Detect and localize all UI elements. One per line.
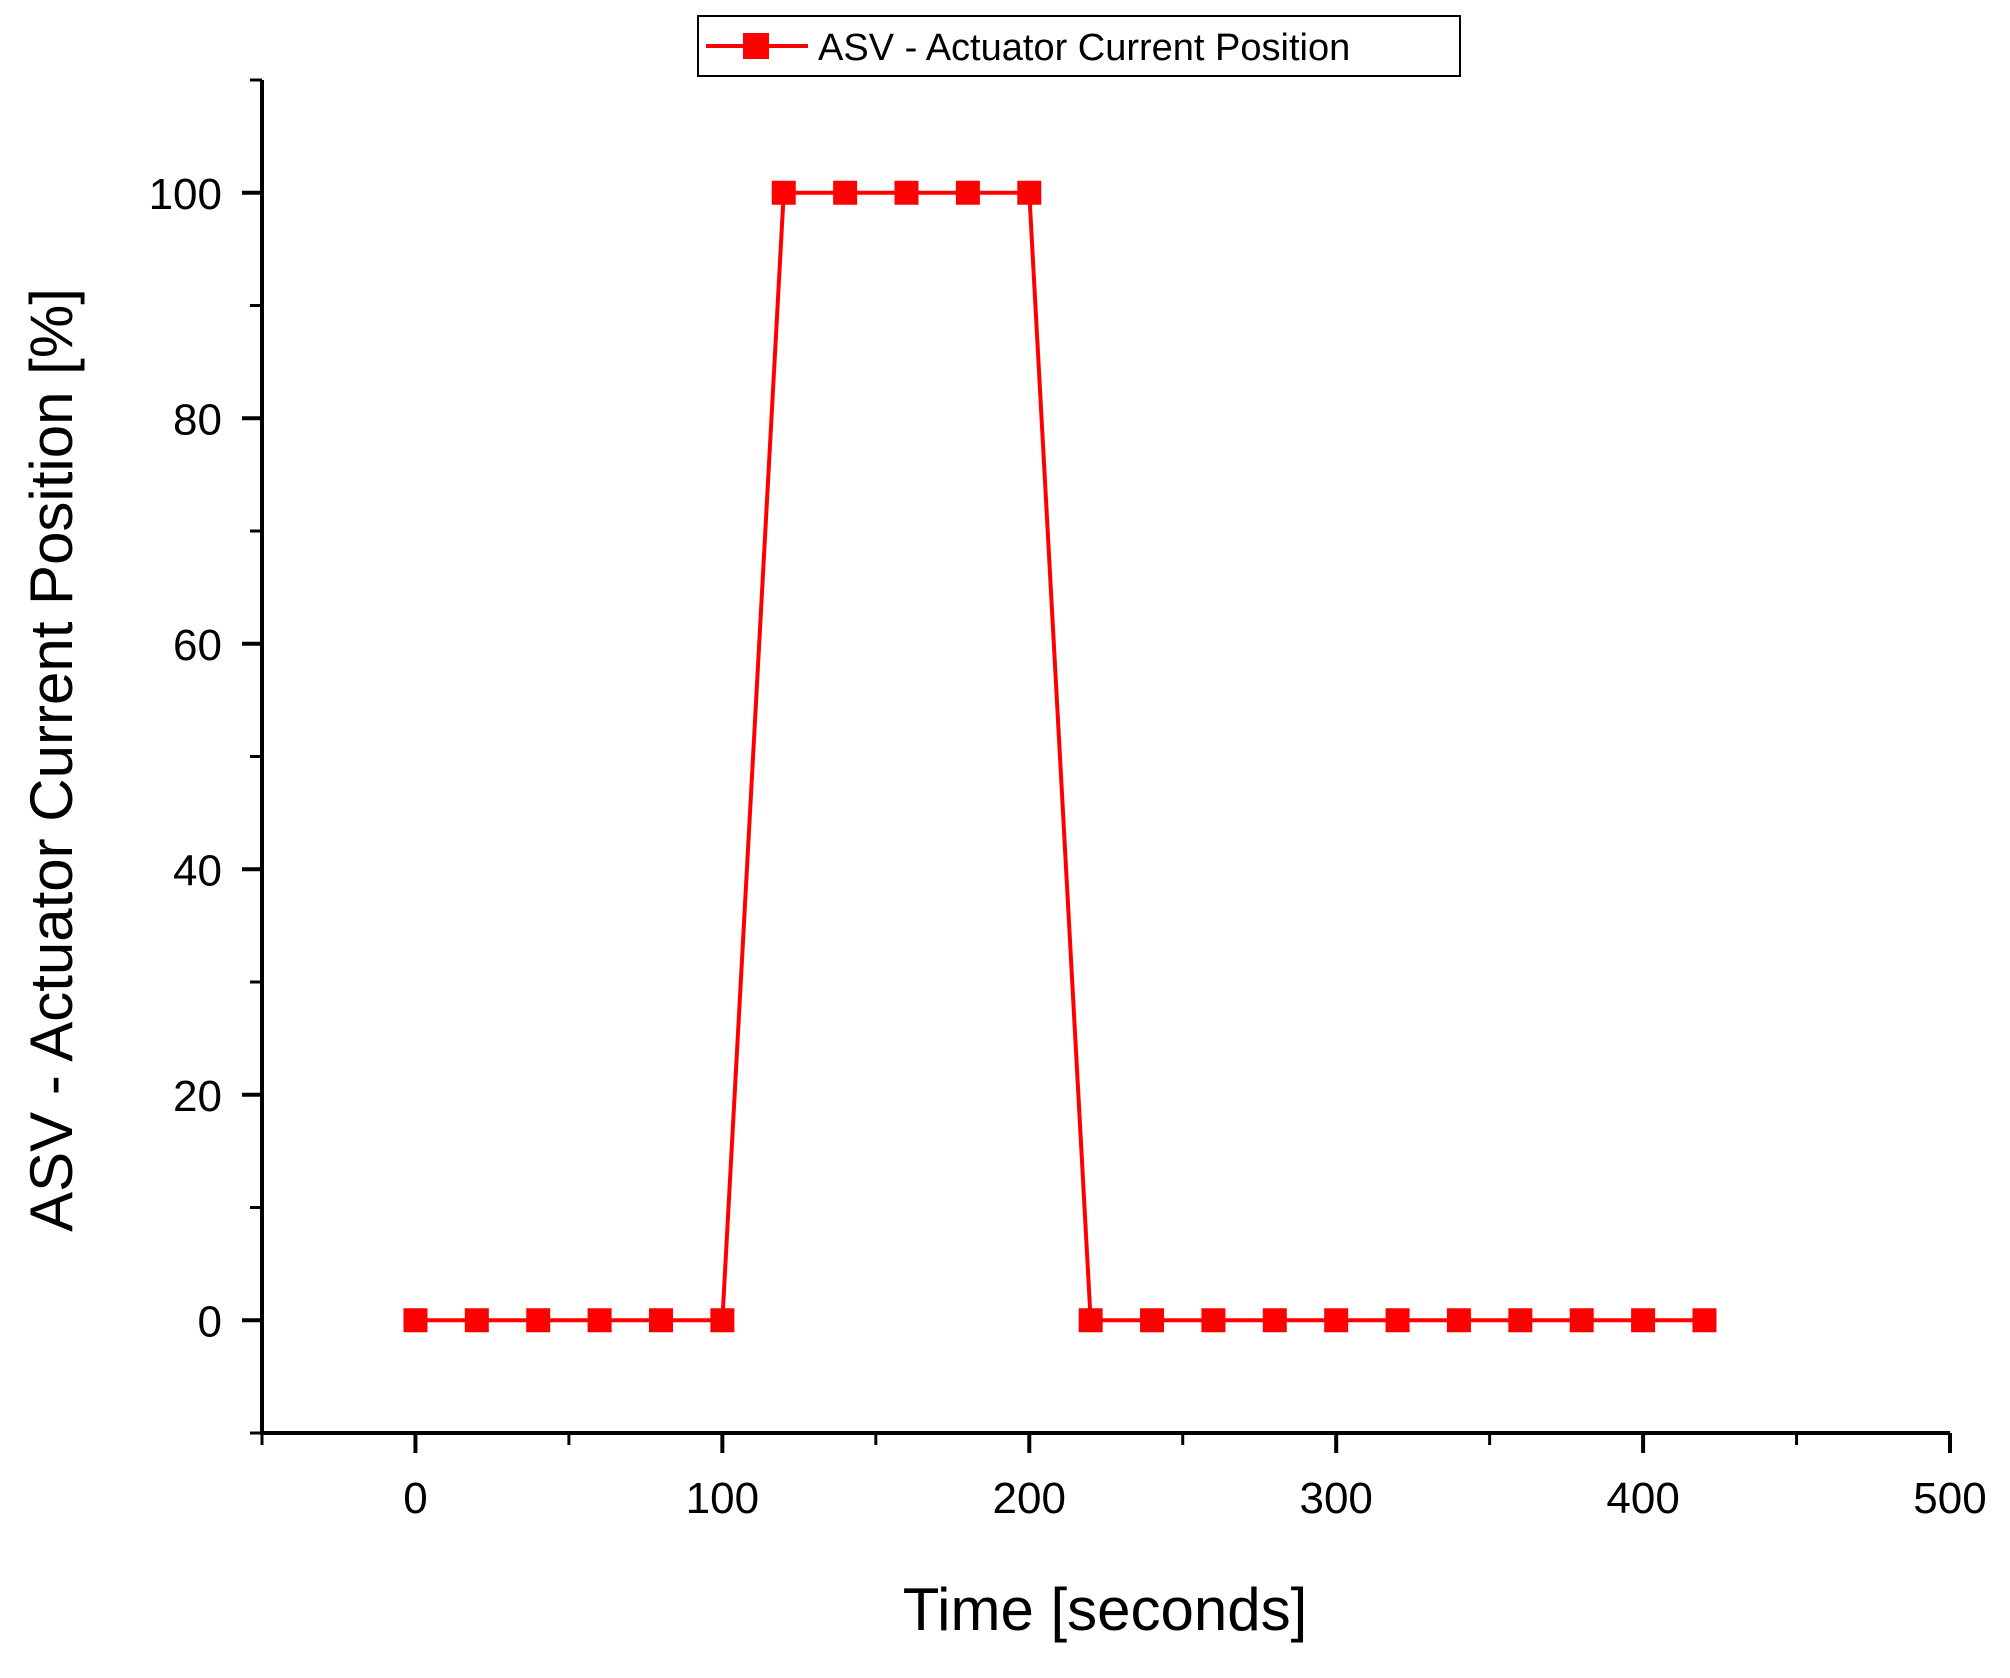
y-tick-label: 80 — [173, 395, 222, 444]
data-point — [1508, 1308, 1533, 1333]
x-tick-label: 500 — [1913, 1474, 1986, 1523]
x-tick-label: 400 — [1606, 1474, 1679, 1523]
data-point — [1692, 1308, 1717, 1333]
data-point — [648, 1308, 673, 1333]
y-axis-title: ASV - Actuator Current Position [%] — [18, 288, 85, 1232]
y-tick-label: 0 — [198, 1297, 222, 1346]
data-point — [1078, 1308, 1103, 1333]
data-point — [955, 180, 980, 205]
legend-label: ASV - Actuator Current Position — [818, 27, 1350, 69]
data-point — [403, 1308, 428, 1333]
legend: ASV - Actuator Current Position — [697, 15, 1461, 77]
data-point — [1201, 1308, 1226, 1333]
y-tick-label: 60 — [173, 621, 222, 670]
data-point — [464, 1308, 489, 1333]
axes: 0 100 200 300 400 500 0 20 40 60 80 100 — [149, 78, 1987, 1523]
series-line — [415, 190, 1705, 1323]
x-tick-label: 0 — [403, 1474, 427, 1523]
y-tick-label: 100 — [149, 170, 222, 219]
data-point — [1385, 1308, 1410, 1333]
x-tick-label: 100 — [686, 1474, 759, 1523]
y-tick-label: 40 — [173, 846, 222, 895]
x-tick-label: 200 — [993, 1474, 1066, 1523]
data-point — [833, 180, 858, 205]
data-point — [1324, 1308, 1349, 1333]
data-point — [894, 180, 919, 205]
data-point — [771, 180, 796, 205]
data-point — [1631, 1308, 1656, 1333]
data-point — [1446, 1308, 1471, 1333]
data-point — [1262, 1308, 1287, 1333]
legend-marker-sample — [743, 33, 769, 59]
data-point — [1140, 1308, 1165, 1333]
y-tick-label: 20 — [173, 1072, 222, 1121]
series-layer — [403, 180, 1717, 1333]
x-tick-label: 300 — [1299, 1474, 1372, 1523]
data-point — [710, 1308, 735, 1333]
data-point — [526, 1308, 551, 1333]
x-axis-title: Time [seconds] — [903, 1576, 1308, 1643]
legend-box — [697, 15, 1461, 77]
data-point — [587, 1308, 612, 1333]
data-point — [1569, 1308, 1594, 1333]
data-point — [1017, 180, 1042, 205]
